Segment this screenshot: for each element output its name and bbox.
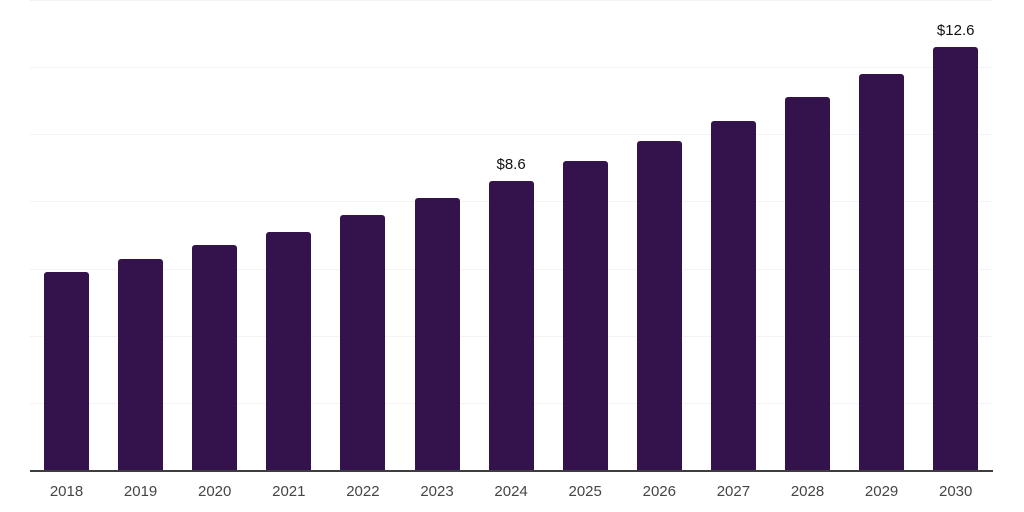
- tick-label-2028: 2028: [790, 483, 825, 500]
- tick-label-2022: 2022: [346, 483, 380, 500]
- tick-label-2020: 2020: [198, 483, 232, 500]
- tick-label-2021: 2021: [272, 483, 306, 500]
- plot-area: $8.6 $12.6: [30, 0, 993, 472]
- x-axis-line: [30, 470, 993, 472]
- bar-2025: [562, 161, 608, 470]
- bar-2026: [636, 141, 682, 470]
- bar-2020: [192, 245, 238, 470]
- bar-2029: [859, 73, 905, 470]
- gridline: [30, 67, 993, 69]
- data-label-2024: $8.6: [496, 156, 526, 174]
- bar-2022: [340, 214, 386, 470]
- data-label-2030: $12.6: [936, 22, 975, 39]
- bar-2027: [710, 120, 756, 470]
- tick-label-2030: 2030: [939, 483, 973, 500]
- gridline: [30, 134, 993, 136]
- tick-label-2029: 2029: [864, 483, 899, 500]
- bar-2024: [488, 181, 534, 470]
- bar-2023: [414, 198, 460, 470]
- tick-label-2018: 2018: [49, 483, 84, 500]
- bar-2021: [266, 231, 312, 470]
- tick-label-2019: 2019: [123, 483, 158, 500]
- tick-label-2024: 2024: [494, 483, 528, 500]
- tick-label-2023: 2023: [420, 483, 454, 500]
- bar-2028: [785, 97, 830, 470]
- gridline: [30, 0, 993, 1]
- tick-label-2026: 2026: [642, 483, 676, 500]
- bar-2030: [933, 47, 979, 470]
- tick-label-2025: 2025: [568, 483, 602, 500]
- tick-label-2027: 2027: [716, 483, 751, 500]
- bar-2018: [44, 271, 89, 470]
- bar-2019: [118, 258, 164, 470]
